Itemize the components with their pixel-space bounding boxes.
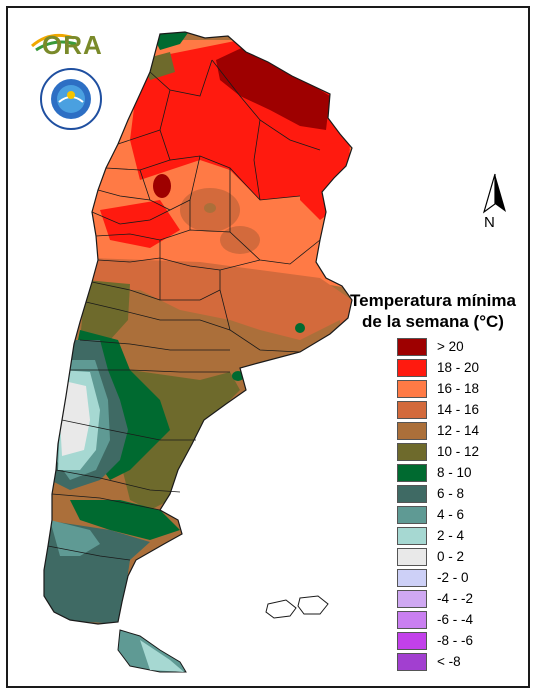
legend-item: -6 - -4 [397, 610, 517, 631]
legend-swatch [397, 464, 427, 482]
legend-swatch [397, 380, 427, 398]
north-arrow-icon [482, 173, 506, 214]
legend-label: -4 - -2 [437, 591, 474, 606]
legend-item: 18 - 20 [397, 358, 517, 379]
legend-swatch [397, 548, 427, 566]
legend-label: 6 - 8 [437, 486, 465, 501]
smn-seal-icon [40, 68, 102, 130]
legend-label: 18 - 20 [437, 360, 480, 375]
legend-item: -2 - 0 [397, 568, 517, 589]
province-borders [47, 59, 321, 561]
legend-title: Temperatura mínima de la semana (°C) [330, 290, 536, 332]
legend-label: 0 - 2 [437, 549, 465, 564]
legend-item: 2 - 4 [397, 526, 517, 547]
legend-item: 16 - 18 [397, 379, 517, 400]
legend-swatch [397, 527, 427, 545]
legend-swatch [397, 632, 427, 650]
legend-item: 10 - 12 [397, 442, 517, 463]
legend-item: 12 - 14 [397, 421, 517, 442]
legend-swatch [397, 338, 427, 356]
legend-swatch [397, 359, 427, 377]
north-label: N [484, 214, 495, 231]
legend-item: 8 - 10 [397, 463, 517, 484]
temperature-zones [44, 32, 352, 624]
legend-title-line1: Temperatura mínima [350, 291, 516, 310]
legend-label: 2 - 4 [437, 528, 465, 543]
legend-swatch [397, 401, 427, 419]
logo-text: ORA [42, 30, 103, 60]
legend-swatch [397, 653, 427, 671]
legend-swatch [397, 422, 427, 440]
legend-item: 14 - 16 [397, 400, 517, 421]
legend-item: > 20 [397, 337, 517, 358]
legend-swatch [397, 569, 427, 587]
legend-label: 8 - 10 [437, 465, 472, 480]
legend-label: -6 - -4 [437, 612, 474, 627]
legend: > 20 18 - 20 16 - 18 14 - 16 12 - 14 10 - 12 8… [397, 337, 517, 673]
legend-label: 10 - 12 [437, 444, 480, 459]
legend-item: 4 - 6 [397, 505, 517, 526]
legend-swatch [397, 443, 427, 461]
legend-label: < -8 [437, 654, 461, 669]
legend-item: -8 - -6 [397, 631, 517, 652]
ora-logo: ORA [30, 26, 110, 62]
legend-label: > 20 [437, 339, 464, 354]
legend-label: -8 - -6 [437, 633, 474, 648]
legend-label: 16 - 18 [437, 381, 480, 396]
legend-swatch [397, 611, 427, 629]
legend-label: 4 - 6 [437, 507, 465, 522]
legend-swatch [397, 590, 427, 608]
legend-item: 6 - 8 [397, 484, 517, 505]
malvinas-islands [265, 595, 329, 619]
legend-item: -4 - -2 [397, 589, 517, 610]
legend-swatch [397, 506, 427, 524]
legend-label: 14 - 16 [437, 402, 480, 417]
legend-label: 12 - 14 [437, 423, 480, 438]
legend-title-line2: de la semana (°C) [362, 312, 504, 331]
ora-logo-icon [31, 33, 77, 52]
legend-label: -2 - 0 [437, 570, 469, 585]
legend-item: < -8 [397, 652, 517, 673]
legend-item: 0 - 2 [397, 547, 517, 568]
legend-swatch [397, 485, 427, 503]
